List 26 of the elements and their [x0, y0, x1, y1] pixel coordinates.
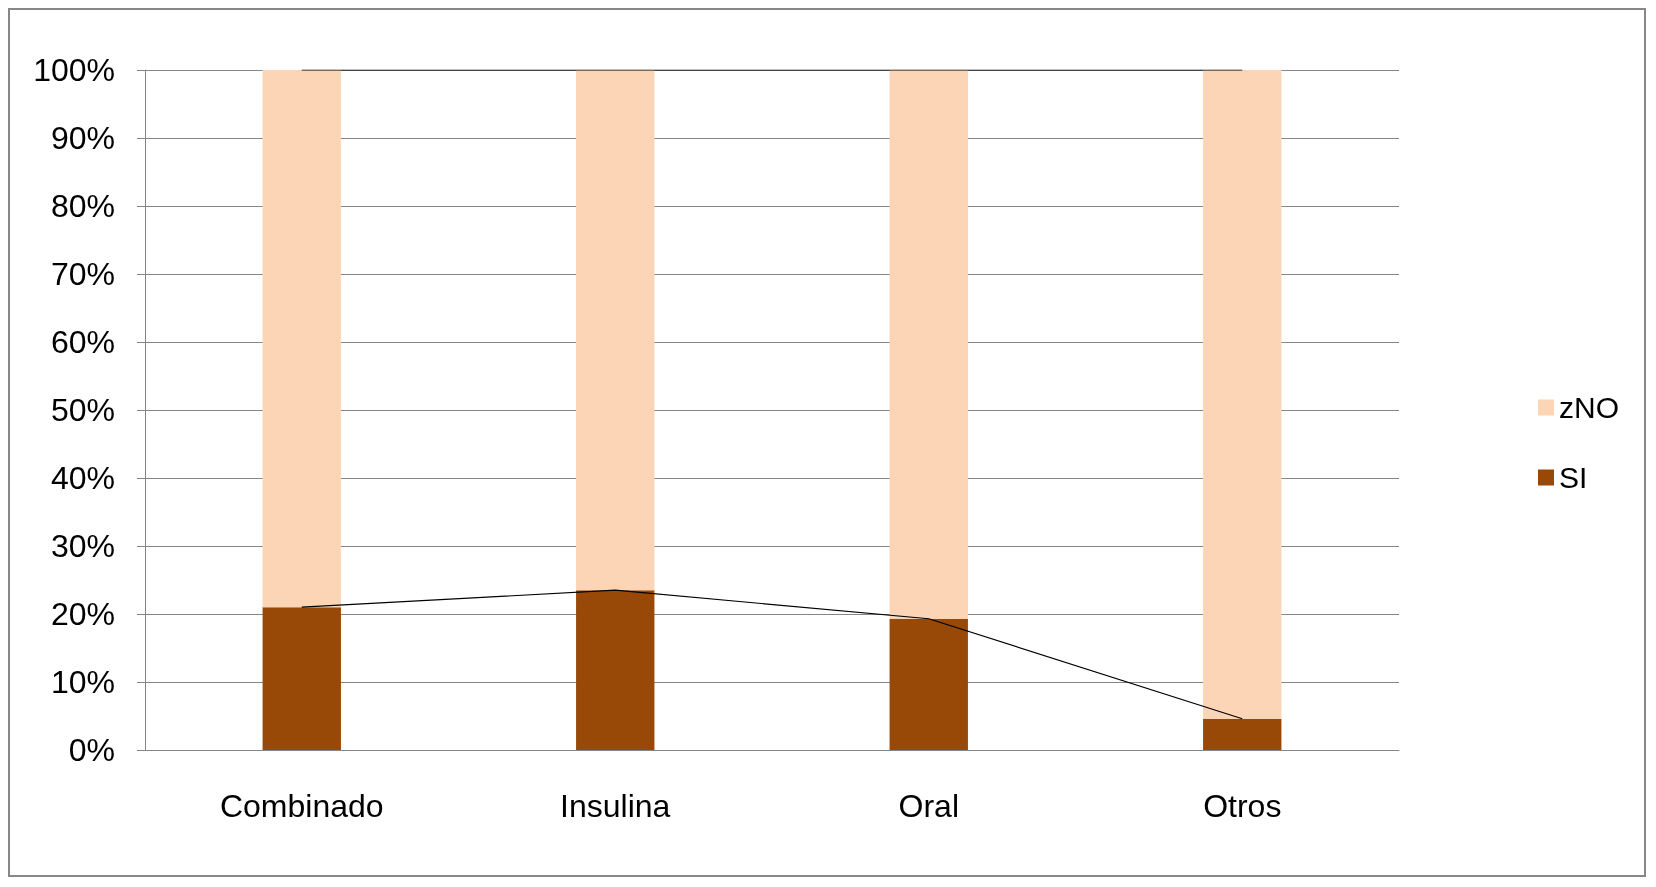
y-tick-label: 40%	[50, 460, 115, 496]
bar	[889, 618, 968, 750]
x-tick-label: Otros	[1203, 788, 1282, 824]
line-series	[301, 589, 1243, 720]
y-tick-label: 10%	[50, 664, 115, 700]
bar	[1203, 718, 1282, 750]
y-tick-label: 50%	[50, 392, 115, 428]
y-tick-label: 60%	[50, 324, 115, 360]
bar	[262, 70, 341, 608]
y-tick-label: 100%	[33, 52, 115, 88]
bar	[576, 590, 655, 750]
bar	[576, 70, 655, 591]
x-tick-label: Oral	[898, 788, 959, 824]
legend-label: SI	[1559, 461, 1588, 494]
legend-label: zNO	[1559, 391, 1619, 424]
x-tick-label: Insulina	[560, 788, 671, 824]
y-tick-label: 90%	[50, 120, 115, 156]
bar	[262, 607, 341, 750]
y-tick-label: 70%	[50, 256, 115, 292]
bar	[889, 70, 968, 619]
y-tick-label: 30%	[50, 528, 115, 564]
x-tick-label: Combinado	[219, 788, 384, 824]
y-tick-label: 0%	[68, 732, 115, 768]
bar	[1203, 70, 1282, 719]
y-tick-label: 80%	[50, 188, 115, 224]
y-tick-label: 20%	[50, 596, 115, 632]
